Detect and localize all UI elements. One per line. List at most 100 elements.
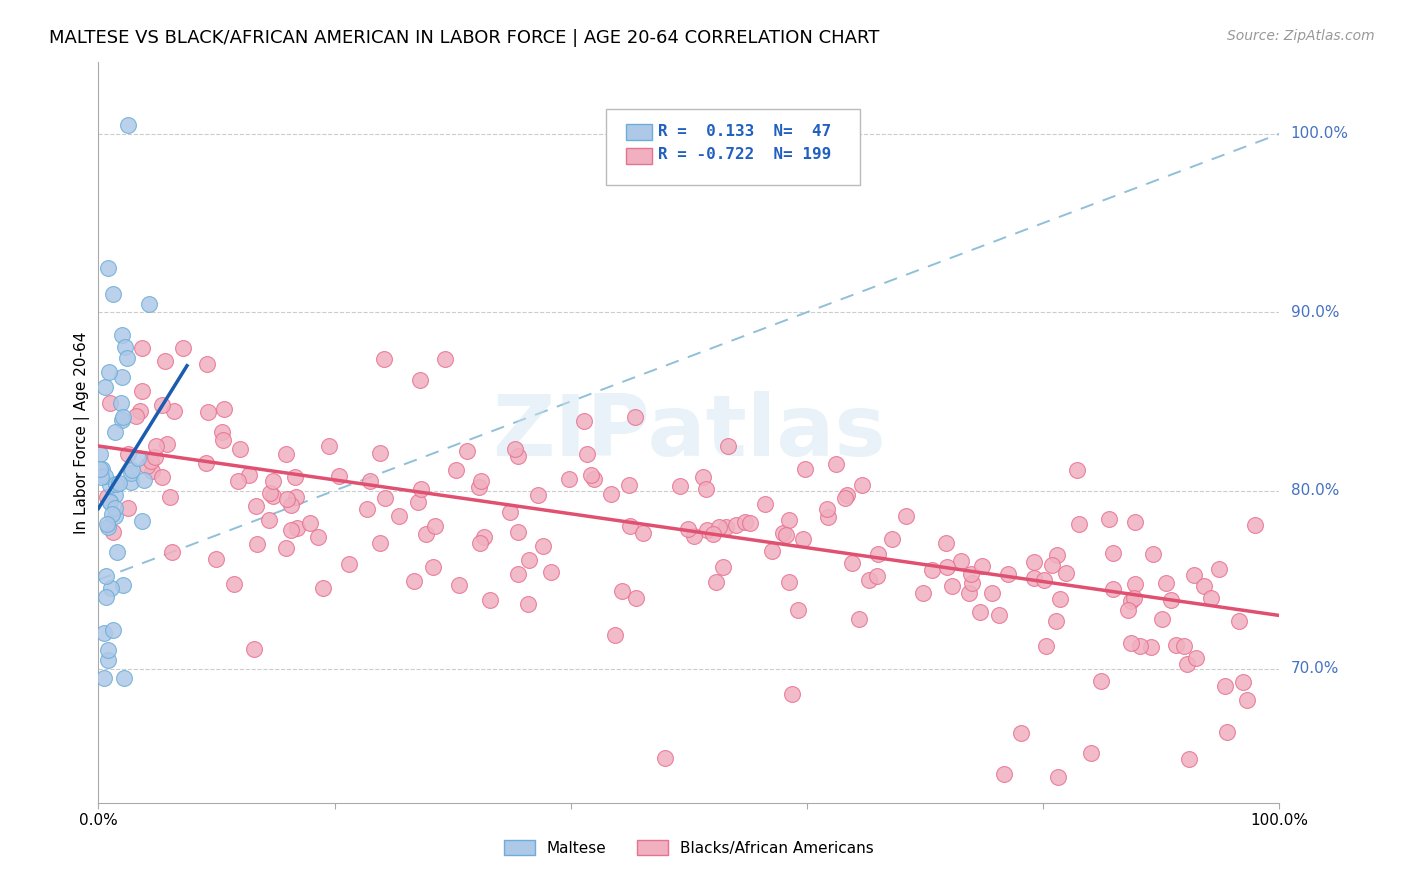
Point xyxy=(274,447,297,461)
Point xyxy=(89,462,111,476)
Point xyxy=(935,535,957,549)
Point xyxy=(972,559,994,574)
Point xyxy=(96,490,118,504)
Point xyxy=(960,566,983,581)
Point xyxy=(131,514,153,528)
Point xyxy=(1033,574,1056,588)
Point xyxy=(444,462,467,476)
Point xyxy=(195,357,218,371)
Point xyxy=(112,578,135,592)
Point xyxy=(204,551,226,566)
Point xyxy=(299,516,322,530)
Point xyxy=(817,509,839,524)
Point xyxy=(1054,566,1077,580)
Point xyxy=(676,523,699,537)
Point xyxy=(1173,639,1195,653)
Point xyxy=(696,523,718,537)
Point xyxy=(772,526,794,541)
Point xyxy=(245,499,267,513)
Point xyxy=(1213,679,1236,693)
Point xyxy=(160,545,183,559)
Point xyxy=(1185,650,1208,665)
Text: 70.0%: 70.0% xyxy=(1291,662,1339,676)
Point xyxy=(470,474,492,488)
Point xyxy=(1227,615,1250,629)
Point xyxy=(921,563,943,577)
Point xyxy=(603,628,626,642)
Point xyxy=(1049,591,1071,606)
Point xyxy=(468,480,491,494)
Point xyxy=(409,482,432,496)
Point xyxy=(284,470,307,484)
Point xyxy=(941,579,963,593)
Point xyxy=(1066,463,1088,477)
Point xyxy=(98,478,121,492)
Point xyxy=(761,544,783,558)
Point xyxy=(120,475,142,489)
Point xyxy=(716,439,738,453)
Point xyxy=(131,384,153,399)
Point xyxy=(150,398,173,412)
Point xyxy=(131,341,153,355)
Point xyxy=(368,535,391,549)
Point xyxy=(780,687,803,701)
Point xyxy=(724,517,747,532)
Point xyxy=(197,405,219,419)
Point xyxy=(98,396,121,410)
Point xyxy=(1123,576,1146,591)
Point xyxy=(682,529,704,543)
Point xyxy=(969,605,991,619)
Point xyxy=(707,519,730,533)
Point xyxy=(792,532,814,546)
Point xyxy=(960,575,983,590)
Point xyxy=(1216,725,1239,739)
Point xyxy=(692,470,714,484)
Point xyxy=(848,612,870,626)
Point xyxy=(153,353,176,368)
Text: 80.0%: 80.0% xyxy=(1291,483,1339,498)
Point xyxy=(572,414,595,428)
Point xyxy=(280,523,302,537)
Point xyxy=(1022,571,1045,585)
Point xyxy=(599,486,621,500)
Point xyxy=(1102,582,1125,596)
Point xyxy=(1175,657,1198,671)
Point xyxy=(1244,518,1267,533)
Point xyxy=(1236,693,1258,707)
Text: R =  0.133  N=  47: R = 0.133 N= 47 xyxy=(658,124,831,139)
Point xyxy=(226,474,249,488)
Point xyxy=(370,446,392,460)
Point xyxy=(1177,752,1199,766)
Legend: Maltese, Blacks/African Americans: Maltese, Blacks/African Americans xyxy=(498,834,880,862)
Point xyxy=(107,545,129,559)
Point xyxy=(499,504,522,518)
Point xyxy=(359,474,381,488)
Point xyxy=(1035,639,1057,653)
Point xyxy=(163,404,186,418)
Point xyxy=(1123,516,1146,530)
FancyBboxPatch shape xyxy=(606,109,860,185)
Point xyxy=(1122,591,1144,605)
Point xyxy=(1045,614,1067,628)
Point xyxy=(132,473,155,487)
Point xyxy=(111,328,134,343)
Point xyxy=(581,467,603,482)
Point xyxy=(104,501,127,516)
Point xyxy=(957,585,980,599)
Point xyxy=(104,488,127,502)
Point xyxy=(114,340,136,354)
Point xyxy=(702,527,724,541)
Point xyxy=(624,591,647,606)
Point xyxy=(96,516,118,531)
Point xyxy=(159,490,181,504)
Point xyxy=(583,472,606,486)
Point xyxy=(262,474,284,488)
Point xyxy=(388,509,411,524)
Point xyxy=(139,454,162,468)
Point xyxy=(997,566,1019,581)
Point xyxy=(373,352,395,367)
Point xyxy=(259,486,281,500)
Point xyxy=(1067,517,1090,532)
Point xyxy=(841,556,863,570)
Point xyxy=(434,351,457,366)
